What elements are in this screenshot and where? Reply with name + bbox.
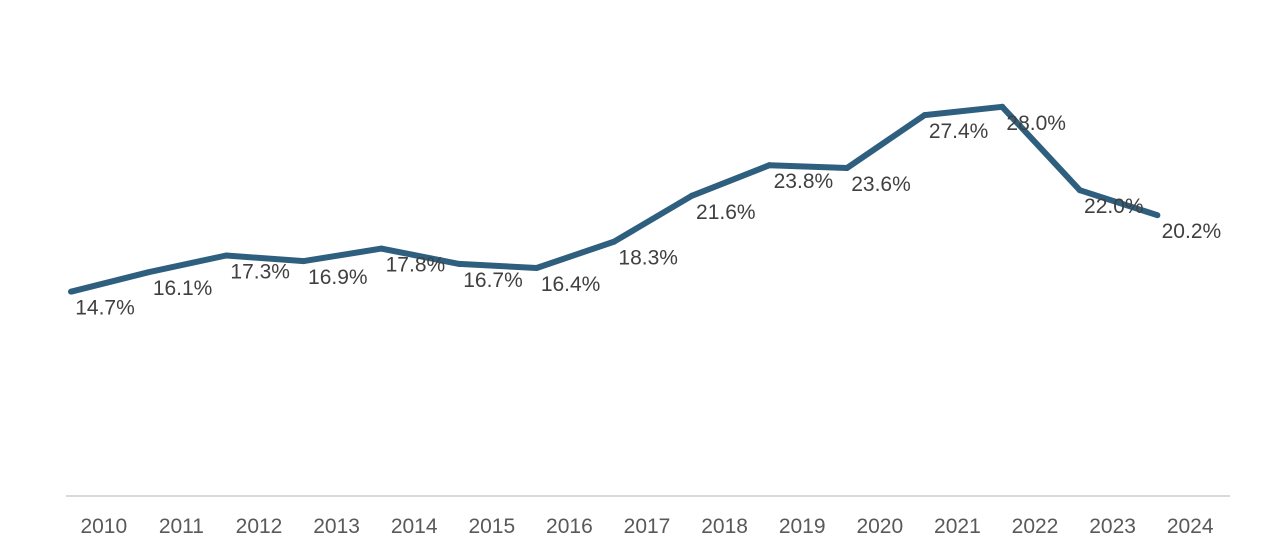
x-tick-label: 2017 [624,515,671,538]
x-tick-label: 2018 [701,515,748,538]
data-point [300,258,307,265]
data-point [223,252,230,259]
data-labels: 14.7% 16.1% 17.3% 16.9% 17.8% 16.7% 16.4% 18.3%… [75,112,1221,320]
x-tick-label: 2024 [1167,515,1214,538]
x-tick-label: 2011 [159,515,204,538]
data-label: 16.4% [541,273,601,296]
x-tick-labels: 2010 2011 2012 2013 2014 2015 2016 2017 2018 2019… [80,515,1213,538]
data-label: 27.4% [929,120,989,143]
data-label: 16.9% [308,266,368,289]
data-point [145,269,152,276]
data-point [1154,212,1161,219]
x-tick-label: 2016 [546,515,593,538]
data-label: 22.0% [1084,195,1144,218]
data-label: 16.1% [153,277,213,300]
data-point [688,192,695,199]
x-tick-label: 2013 [313,515,360,538]
data-label: 16.7% [463,269,523,292]
x-tick-label: 2019 [779,515,826,538]
x-tick-label: 2012 [236,515,283,538]
data-point [999,103,1006,110]
data-label: 14.7% [75,297,135,320]
data-point [68,288,74,295]
data-label: 23.8% [774,170,834,193]
data-label: 20.2% [1162,220,1222,243]
data-label: 28.0% [1006,112,1066,135]
data-point [456,260,462,267]
data-point [921,112,928,119]
x-tick-label: 2021 [934,515,981,538]
data-point [611,238,618,245]
data-label: 17.3% [230,261,290,284]
x-tick-label: 2022 [1012,515,1059,538]
x-tick-label: 2020 [856,515,903,538]
data-label: 21.6% [696,201,756,224]
x-tick-label: 2015 [468,515,515,538]
data-label: 17.8% [386,254,446,277]
data-point [1076,187,1083,194]
x-tick-label: 2010 [80,515,127,538]
data-point [844,164,850,171]
data-point [378,245,385,252]
data-point [533,265,540,272]
data-label: 18.3% [618,247,678,270]
series [68,103,1161,295]
data-point [766,162,773,169]
x-tick-label: 2023 [1089,515,1136,538]
data-label: 23.6% [851,173,911,196]
x-tick-label: 2014 [391,515,438,538]
